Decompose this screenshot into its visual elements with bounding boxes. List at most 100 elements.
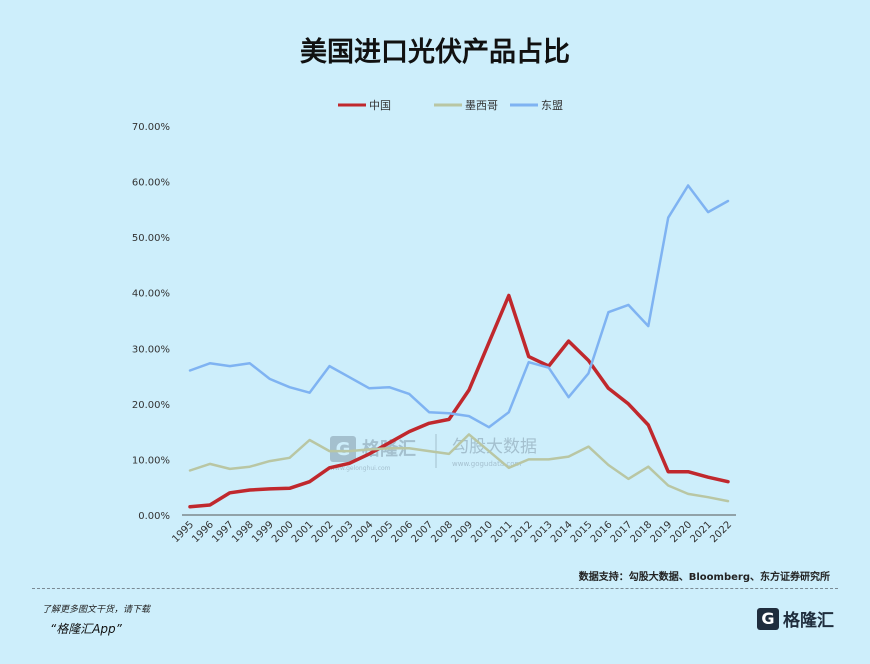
legend-label: 东盟 <box>541 99 563 112</box>
data-point <box>189 469 191 472</box>
x-tick-label: 2014 <box>549 519 575 545</box>
x-tick-label: 2018 <box>629 519 655 545</box>
data-point <box>348 376 351 378</box>
data-point <box>189 369 191 372</box>
brand-name: 格隆汇 <box>783 611 834 631</box>
x-tick-label: 2017 <box>609 519 635 545</box>
data-point <box>229 468 231 470</box>
y-tick-label: 50.00% <box>132 233 170 244</box>
data-point <box>468 415 470 417</box>
data-point <box>488 341 490 344</box>
brand-logo-icon: G <box>757 607 779 630</box>
watermark-logo-letter: G <box>336 439 351 460</box>
x-tick-label: 2005 <box>370 519 396 545</box>
series-line-1 <box>188 433 730 503</box>
data-point <box>567 455 570 458</box>
x-tick-label: 2020 <box>668 519 694 545</box>
data-point <box>209 504 211 506</box>
data-point <box>607 311 610 313</box>
data-point <box>268 378 271 380</box>
data-point <box>248 489 251 491</box>
y-tick-label: 70.00% <box>132 122 170 133</box>
data-point <box>707 496 709 499</box>
data-point <box>567 396 570 398</box>
data-point <box>448 453 450 455</box>
data-point <box>468 389 470 391</box>
y-axis: 0.00% 10.00% 20.00% 30.00% 40.00% 50.00% 60.00… <box>132 122 170 522</box>
data-point <box>229 491 231 494</box>
data-point <box>348 462 351 465</box>
data-point <box>308 480 311 483</box>
data-point <box>488 426 490 428</box>
data-point <box>288 456 291 459</box>
x-tick-label: 2016 <box>589 519 615 545</box>
x-tick-label: 2015 <box>569 519 595 545</box>
data-point <box>587 445 590 448</box>
x-tick-label: 2007 <box>409 519 435 545</box>
series-line-2 <box>188 184 730 429</box>
data-point <box>248 362 251 365</box>
data-point <box>308 439 311 441</box>
data-point <box>527 355 530 358</box>
data-point <box>627 403 630 405</box>
x-tick-label: 2003 <box>330 519 356 545</box>
data-point <box>727 200 729 202</box>
data-point <box>667 216 670 219</box>
x-tick-label: 2006 <box>390 519 416 545</box>
y-tick-label: 10.00% <box>132 455 170 466</box>
data-point <box>727 500 729 502</box>
data-point <box>488 450 490 452</box>
legend-label: 中国 <box>369 99 391 112</box>
x-tick-label: 2021 <box>688 519 714 545</box>
data-point <box>388 386 391 388</box>
data-point <box>209 463 211 465</box>
footer-divider <box>32 588 838 589</box>
y-tick-label: 40.00% <box>132 289 170 300</box>
data-point <box>508 294 510 297</box>
legend: 中国 墨西哥 东盟 <box>338 99 563 112</box>
data-point <box>647 325 650 327</box>
data-point <box>448 418 450 421</box>
x-tick-label: 1996 <box>190 519 216 545</box>
chart-area: 中国 墨西哥 东盟 0.00% 10.00% 20.00% 30.00% 40.00% 50.… <box>132 99 736 545</box>
watermark: G 格隆汇 www.gelonghui.com 勾股大数据 www.goguda… <box>330 434 537 472</box>
data-point <box>627 304 630 306</box>
watermark-domain: www.gelonghui.com <box>330 465 391 472</box>
x-tick-label: 1997 <box>210 519 236 545</box>
data-point <box>348 450 351 452</box>
y-tick-label: 20.00% <box>132 400 170 411</box>
data-point <box>408 447 410 450</box>
data-point <box>328 365 331 367</box>
data-point <box>687 493 689 495</box>
data-point <box>547 458 550 461</box>
data-point <box>667 484 670 487</box>
x-tick-label: 2004 <box>350 519 376 545</box>
x-tick-label: 2010 <box>469 519 495 545</box>
x-axis: 1995199619971998199920002001200220032004… <box>170 514 736 545</box>
data-point <box>547 366 550 369</box>
data-point <box>268 460 271 462</box>
data-point <box>468 433 470 436</box>
data-point <box>587 372 590 375</box>
data-point <box>368 387 371 390</box>
data-point <box>408 393 410 395</box>
x-tick-label: 1999 <box>250 519 276 545</box>
x-tick-label: 1995 <box>170 519 196 545</box>
data-point <box>667 470 670 473</box>
data-point <box>248 465 251 468</box>
data-point <box>508 411 510 413</box>
data-point <box>527 458 530 461</box>
data-point <box>647 424 650 426</box>
x-tick-label: 2013 <box>529 519 555 545</box>
data-point <box>687 184 689 187</box>
y-tick-label: 30.00% <box>132 344 170 355</box>
data-point <box>308 391 311 394</box>
y-tick-label: 60.00% <box>132 178 170 189</box>
data-point <box>388 441 391 444</box>
x-tick-label: 2009 <box>449 519 475 545</box>
data-point <box>448 412 450 415</box>
data-point <box>368 453 371 455</box>
data-point <box>408 430 410 433</box>
brand: G 格隆汇 <box>757 606 834 631</box>
data-point <box>567 340 570 342</box>
